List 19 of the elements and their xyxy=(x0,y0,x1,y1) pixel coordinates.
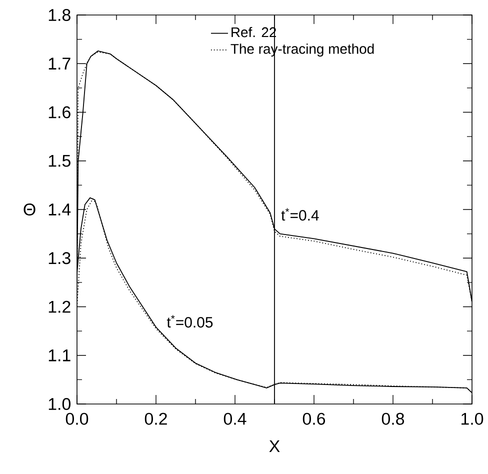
y-tick-label: 1.0 xyxy=(48,398,70,410)
y-tick-label: 1.7 xyxy=(48,58,70,70)
y-tick-label: 1.1 xyxy=(48,350,70,362)
y-tick-label: 1.5 xyxy=(48,154,70,167)
y-tick-label: 1.8 xyxy=(48,9,70,21)
x-tick-label: 0.8 xyxy=(382,412,404,425)
y-tick-label: 1.4 xyxy=(48,204,71,216)
x-tick-label: 0.0 xyxy=(66,412,88,425)
x-tick-label: 0.4 xyxy=(224,412,246,425)
annotation: t$^{*}$=0.4 xyxy=(281,208,319,221)
y-tick-label: 1.2 xyxy=(48,300,70,313)
x-tick-label: 1.0 xyxy=(462,412,484,425)
y-tick-label: 1.6 xyxy=(48,106,70,118)
annotation: t$^{*}$=0.05 xyxy=(166,315,213,328)
x-tick-label: 0.6 xyxy=(302,412,326,425)
x-axis-title: X xyxy=(269,440,280,452)
x-tick-label: 0.2 xyxy=(144,412,167,425)
y-tick-label: 1.3 xyxy=(48,252,70,264)
y-axis-title: Θ xyxy=(24,204,36,216)
